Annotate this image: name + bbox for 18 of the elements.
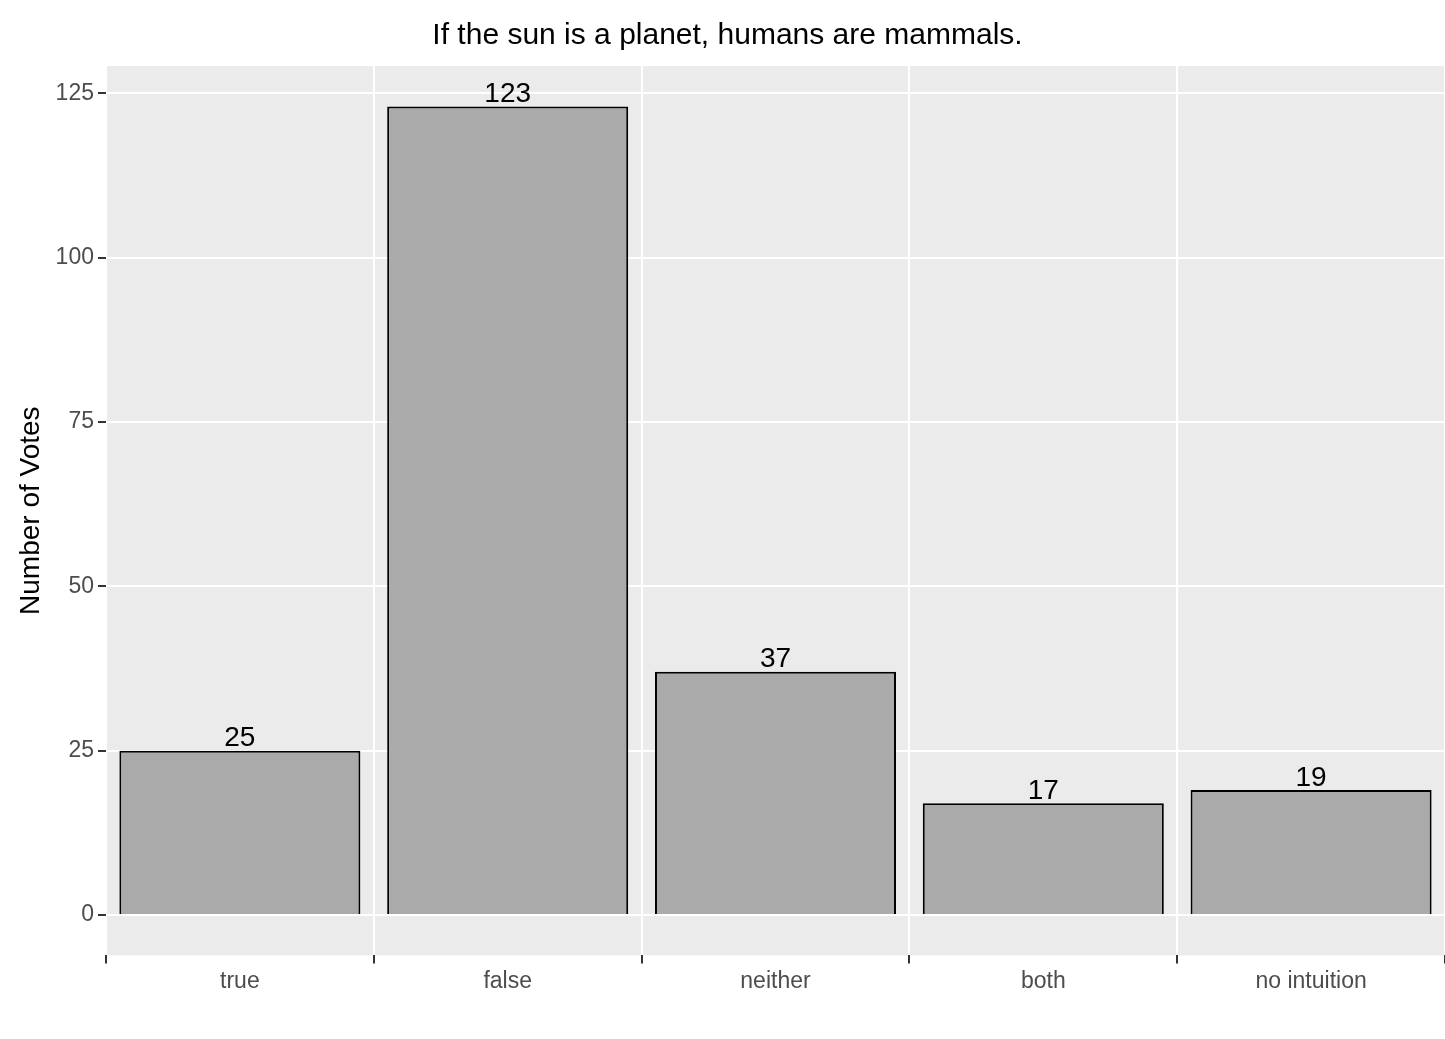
x-tick-label: false: [483, 966, 532, 993]
y-tick-label: 125: [55, 78, 94, 105]
data-label: 37: [759, 642, 792, 674]
x-tick-label: neither: [740, 966, 811, 993]
x-tick-label: both: [1020, 966, 1066, 993]
y-tick-label: 100: [55, 242, 94, 269]
y-tick-label: 50: [68, 571, 94, 598]
x-tick-label: true: [220, 966, 260, 993]
y-tick-label: 0: [81, 900, 94, 927]
x-tick-label: no intuition: [1255, 966, 1367, 993]
y-tick-label: 25: [68, 735, 94, 762]
data-label: 123: [484, 77, 532, 109]
data-label: 19: [1295, 760, 1327, 792]
chart-title: If the sun is a planet, humans are mammals.: [432, 17, 1023, 51]
data-label: 17: [1027, 773, 1059, 805]
y-tick-label: 75: [68, 407, 94, 434]
data-label: 25: [224, 721, 256, 753]
y-axis-title: Number of Votes: [13, 406, 45, 615]
